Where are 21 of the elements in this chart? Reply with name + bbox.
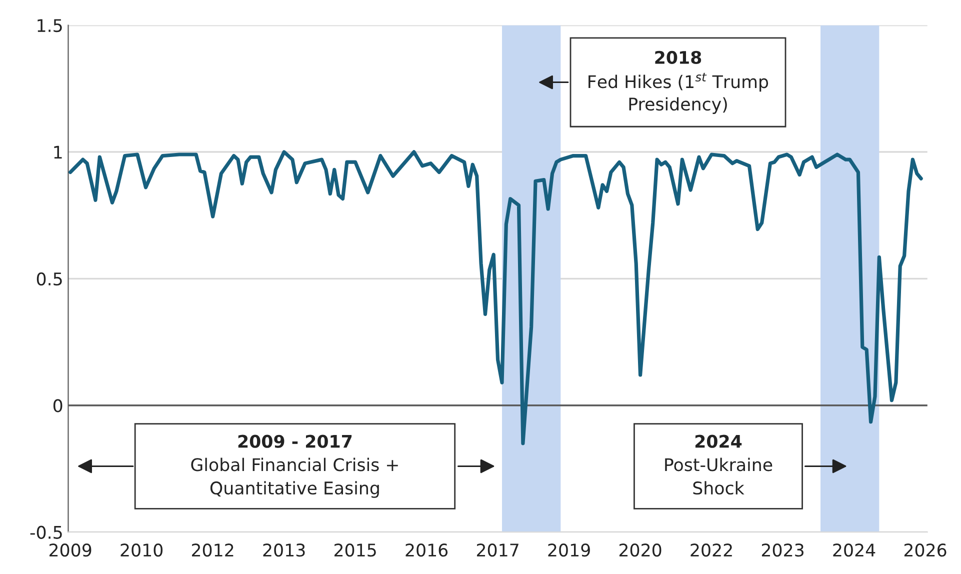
x-tick-label: 2012: [192, 544, 234, 557]
annotation: 2018 Fed Hikes (1$^{st}$ Trump Presidency): [588, 50, 768, 114]
x-tick-label: 2019: [548, 544, 590, 557]
annotation: 2009 - 2017 Global Financial Crisis + Quantitative Easing: [191, 434, 398, 498]
annotation: 2024 Post-Ukraine Shock: [665, 434, 772, 495]
x-tick-label: 2023: [762, 544, 804, 557]
x-tick-label: 2020: [619, 544, 662, 557]
y-tick-label: 0: [53, 399, 62, 412]
x-tick-label: 2026: [904, 544, 946, 557]
x-tick-label: 2013: [263, 544, 305, 557]
x-tick-label: 2015: [334, 544, 376, 557]
y-tick-label: 0.5: [36, 272, 62, 286]
y-tick-label: 1: [54, 146, 62, 159]
x-tick-label: 2022: [690, 544, 732, 557]
x-tick-label: 2010: [120, 544, 163, 557]
x-tick-label: 2016: [406, 544, 448, 557]
x-tick-label: 2009: [50, 544, 92, 557]
y-tick-label: 1.5: [38, 19, 62, 32]
x-tick-label: 2017: [476, 544, 518, 557]
x-tick-label: 2024: [833, 544, 876, 557]
y-tick-label: -0.5: [30, 526, 62, 539]
